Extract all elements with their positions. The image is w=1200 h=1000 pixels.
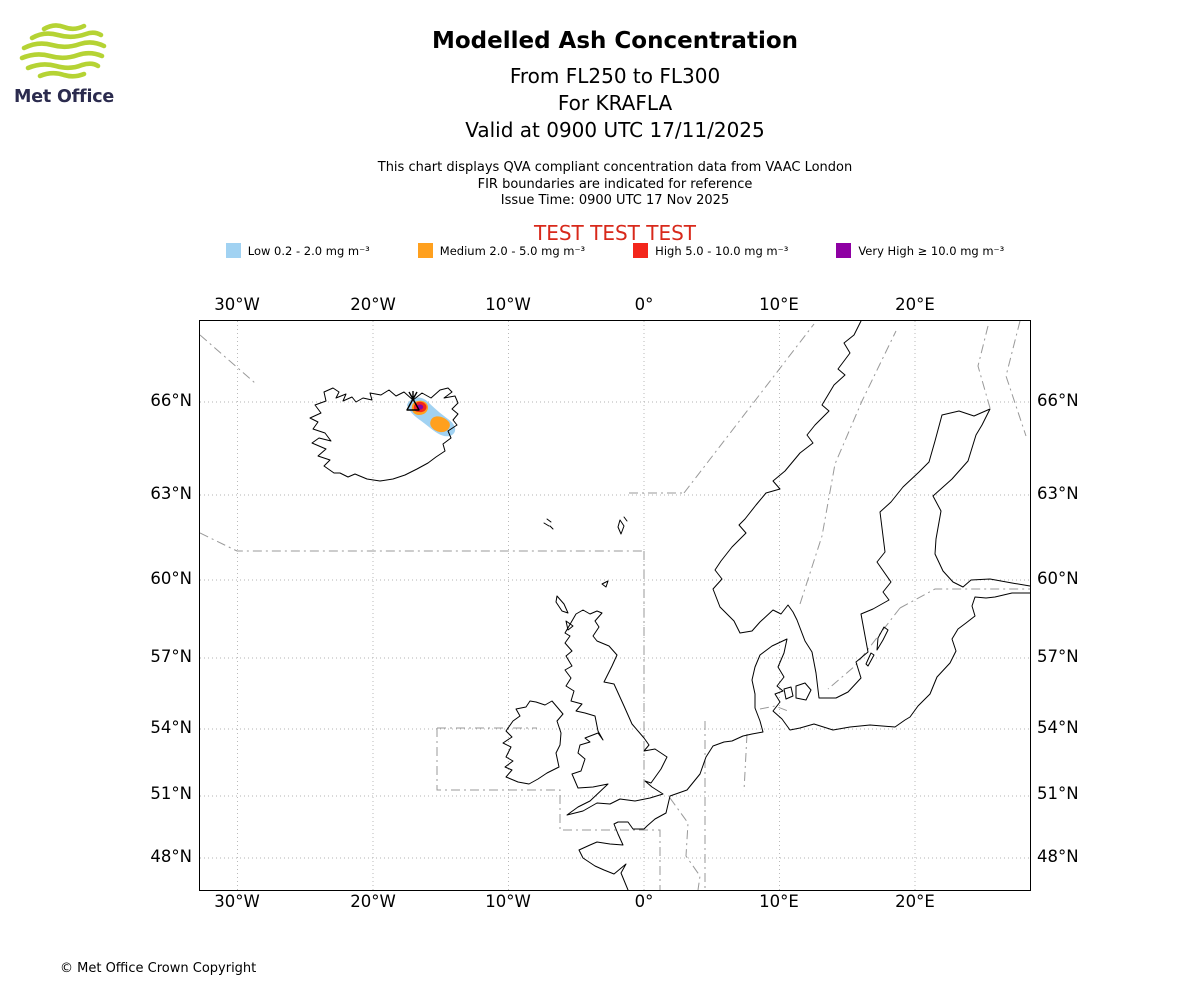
legend-swatch-low: [225, 243, 241, 258]
test-banner: TEST TEST TEST: [533, 220, 696, 245]
lon-tick-top-20w: 20°W: [350, 295, 396, 314]
coast-orkney: [601, 580, 609, 588]
legend: Low 0.2 - 2.0 mg m⁻³ Medium 2.0 - 5.0 mg…: [30, 243, 1200, 258]
lat-tick-right-66n: 66°N: [1037, 391, 1079, 410]
coast-zealand: [795, 682, 812, 701]
lon-tick-top-0: 0°: [634, 295, 654, 314]
legend-swatch-very-high: [836, 243, 852, 258]
legend-label-medium: Medium 2.0 - 5.0 mg m⁻³: [439, 243, 586, 258]
coast-funen: [783, 686, 794, 700]
met-office-logo: Met Office: [14, 22, 124, 107]
coast-great-britain: [564, 609, 668, 816]
legend-item-low: Low 0.2 - 2.0 mg m⁻³: [225, 243, 370, 258]
lat-tick-right-51n: 51°N: [1037, 784, 1079, 803]
lon-tick-bottom-10e: 10°E: [759, 892, 799, 911]
coast-continental-europe: [578, 592, 1030, 890]
map-frame: [199, 320, 1031, 891]
subtitle-valid-time: Valid at 0900 UTC 17/11/2025: [465, 118, 765, 142]
coast-shetland: [617, 516, 628, 535]
latlon-grid: [200, 321, 1030, 890]
coast-faroes: [543, 518, 554, 530]
legend-label-very-high: Very High ≥ 10.0 mg m⁻³: [858, 243, 1005, 258]
lat-tick-right-57n: 57°N: [1037, 647, 1079, 666]
lon-tick-bottom-10w: 10°W: [485, 892, 531, 911]
note-qva: This chart displays QVA compliant concen…: [377, 160, 853, 175]
logo-waves-icon: [19, 23, 107, 79]
legend-label-low: Low 0.2 - 2.0 mg m⁻³: [247, 243, 370, 258]
lon-tick-bottom-20e: 20°E: [895, 892, 935, 911]
note-issue-time: Issue Time: 0900 UTC 17 Nov 2025: [500, 193, 730, 208]
coast-ireland: [502, 700, 564, 785]
legend-swatch-medium: [417, 243, 433, 258]
legend-swatch-high: [633, 243, 649, 258]
lon-tick-top-10e: 10°E: [759, 295, 799, 314]
legend-item-high: High 5.0 - 10.0 mg m⁻³: [633, 243, 788, 258]
lat-tick-right-48n: 48°N: [1037, 847, 1079, 866]
lat-tick-left-54n: 54°N: [150, 718, 192, 737]
lon-tick-top-30w: 30°W: [214, 295, 260, 314]
lat-tick-left-60n: 60°N: [150, 569, 192, 588]
lat-tick-right-63n: 63°N: [1037, 484, 1079, 503]
lon-tick-bottom-30w: 30°W: [214, 892, 260, 911]
lat-tick-left-57n: 57°N: [150, 647, 192, 666]
coast-hebrides: [555, 595, 574, 631]
lat-tick-right-60n: 60°N: [1037, 569, 1079, 588]
lat-tick-right-54n: 54°N: [1037, 718, 1079, 737]
lon-tick-top-20e: 20°E: [895, 295, 935, 314]
page-title: Modelled Ash Concentration: [431, 28, 799, 54]
lat-tick-left-51n: 51°N: [150, 784, 192, 803]
lon-tick-bottom-0: 0°: [634, 892, 654, 911]
fir-boundaries: [200, 321, 1030, 890]
subtitle-flight-levels: From FL250 to FL300: [509, 64, 721, 88]
subtitle-volcano: For KRAFLA: [557, 91, 673, 115]
coast-scandinavia: [712, 321, 1030, 699]
coast-iceland: [309, 387, 459, 482]
lat-tick-left-66n: 66°N: [150, 391, 192, 410]
legend-label-high: High 5.0 - 10.0 mg m⁻³: [655, 243, 789, 258]
logo-brand: Met Office: [14, 87, 115, 107]
coast-oland: [865, 652, 875, 667]
legend-item-very-high: Very High ≥ 10.0 mg m⁻³: [836, 243, 1004, 258]
lat-tick-left-48n: 48°N: [150, 847, 192, 866]
lon-tick-bottom-20w: 20°W: [350, 892, 396, 911]
europe-map: [200, 321, 1030, 890]
lon-tick-top-10w: 10°W: [485, 295, 531, 314]
legend-item-medium: Medium 2.0 - 5.0 mg m⁻³: [417, 243, 586, 258]
lat-tick-left-63n: 63°N: [150, 484, 192, 503]
note-fir: FIR boundaries are indicated for referen…: [477, 176, 753, 192]
coastlines: [309, 321, 1030, 890]
header: Modelled Ash Concentration From FL250 to…: [30, 28, 1200, 245]
copyright-notice: © Met Office Crown Copyright: [60, 961, 257, 976]
volcano-icon: [406, 391, 420, 411]
coast-gotland: [876, 626, 889, 651]
notes: This chart displays QVA compliant concen…: [30, 160, 1200, 210]
